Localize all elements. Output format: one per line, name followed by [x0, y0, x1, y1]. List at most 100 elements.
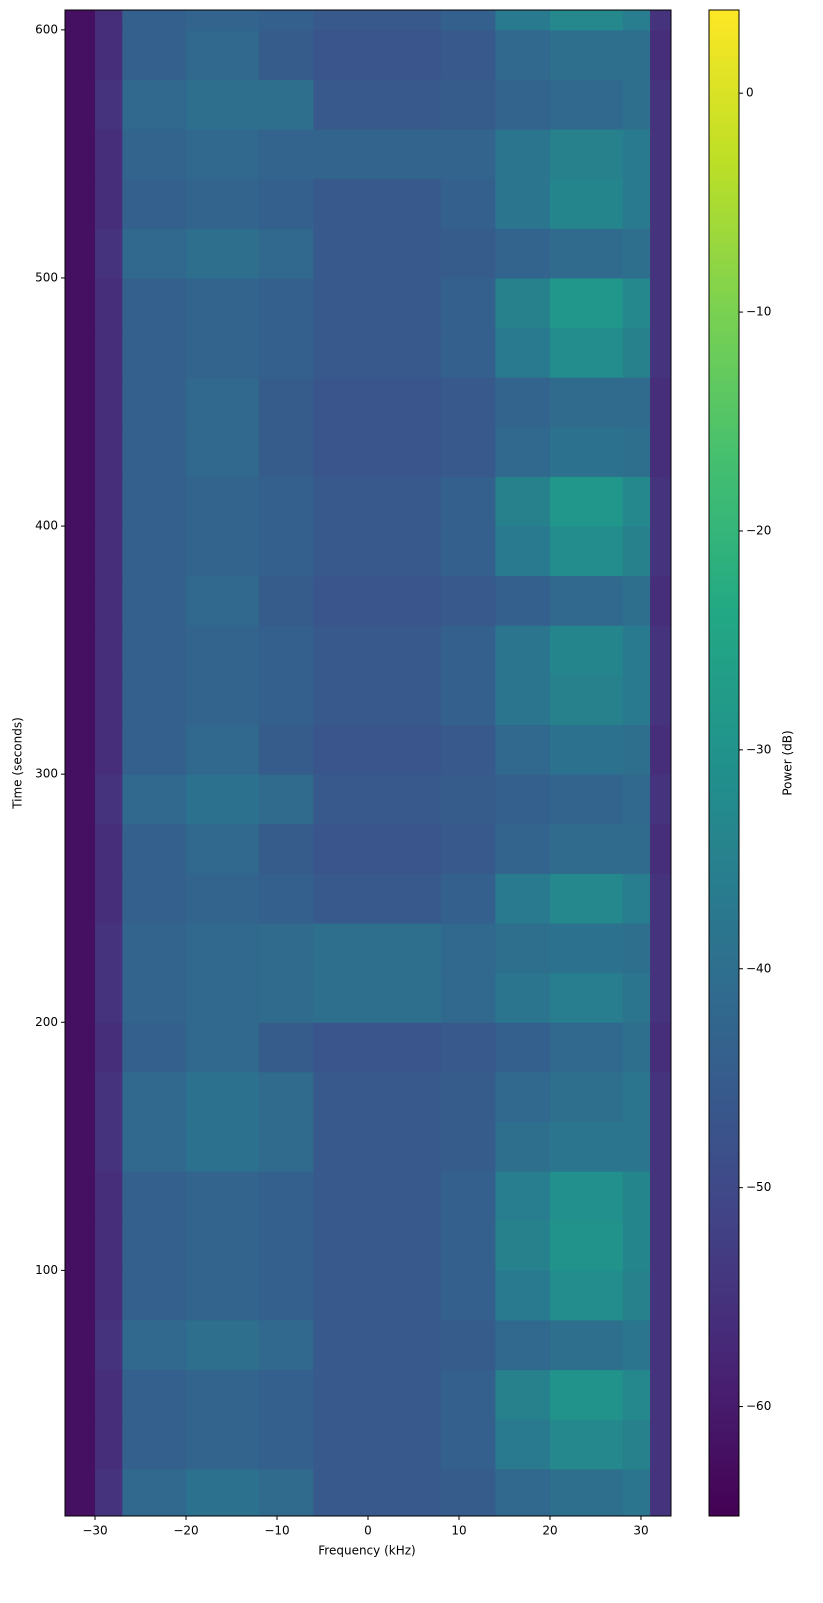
cell	[440, 1220, 496, 1271]
colorbar-tick-label: −50	[746, 1180, 771, 1194]
cell	[258, 1419, 314, 1470]
cell	[368, 377, 442, 428]
cell	[440, 1071, 496, 1123]
cell	[368, 972, 442, 1023]
cell	[440, 10, 496, 31]
cell	[622, 724, 651, 775]
cell	[122, 79, 187, 130]
cell	[650, 873, 672, 924]
cell	[495, 29, 551, 80]
cell	[650, 277, 672, 329]
colorbar-tick-label: 0	[746, 86, 754, 100]
cell	[65, 1270, 96, 1321]
cell	[95, 1071, 123, 1123]
cell	[650, 79, 672, 130]
cell	[650, 1468, 672, 1517]
cell	[65, 923, 96, 974]
cell	[258, 873, 314, 924]
cell	[122, 1071, 187, 1123]
cell	[495, 228, 551, 279]
cell	[495, 1319, 551, 1371]
cell	[122, 178, 187, 229]
cell	[650, 476, 672, 527]
cell	[122, 1419, 187, 1470]
cell	[549, 526, 624, 577]
y-tick-label: 500	[35, 270, 58, 284]
cell	[95, 1022, 123, 1073]
cell	[258, 377, 314, 428]
cell	[622, 129, 651, 180]
cell	[95, 923, 123, 974]
cell	[440, 1468, 496, 1517]
cell	[313, 873, 369, 924]
cell	[65, 1171, 96, 1222]
cell	[95, 823, 123, 874]
cell	[549, 923, 624, 974]
cell	[549, 426, 624, 477]
cell	[440, 625, 496, 676]
cell	[622, 526, 651, 577]
cell	[650, 129, 672, 180]
cell	[95, 29, 123, 80]
cell	[186, 674, 260, 726]
cell	[549, 625, 624, 676]
cell	[368, 1220, 442, 1271]
cell	[440, 79, 496, 130]
cell	[186, 426, 260, 477]
cell	[495, 625, 551, 676]
cell	[650, 823, 672, 874]
cell	[258, 426, 314, 477]
cell	[258, 178, 314, 229]
cell	[368, 774, 442, 825]
cell	[368, 29, 442, 80]
cell	[186, 1220, 260, 1271]
cell	[313, 29, 369, 80]
cell	[95, 476, 123, 527]
cell	[65, 1369, 96, 1420]
cell	[622, 426, 651, 477]
cell	[440, 377, 496, 428]
cell	[440, 1022, 496, 1073]
cell	[368, 277, 442, 329]
cell	[186, 1022, 260, 1073]
cell	[622, 1022, 651, 1073]
cell	[622, 327, 651, 378]
cell	[650, 923, 672, 974]
cell	[258, 1220, 314, 1271]
cell	[440, 526, 496, 577]
cell	[186, 873, 260, 924]
cell	[549, 228, 624, 279]
cell	[186, 377, 260, 428]
cell	[622, 774, 651, 825]
cell	[65, 873, 96, 924]
cell	[65, 327, 96, 378]
y-tick-label: 300	[35, 767, 58, 781]
cell	[186, 1419, 260, 1470]
cell	[622, 476, 651, 527]
cell	[368, 10, 442, 31]
cell	[258, 1369, 314, 1420]
cell	[549, 327, 624, 378]
cell	[122, 575, 187, 626]
cell	[313, 277, 369, 329]
y-tick-label: 100	[35, 1263, 58, 1277]
cell	[65, 526, 96, 577]
cell	[95, 228, 123, 279]
cell	[440, 823, 496, 874]
cell	[122, 1270, 187, 1321]
cell	[440, 873, 496, 924]
cell	[495, 178, 551, 229]
cell	[549, 1071, 624, 1123]
cell	[495, 972, 551, 1023]
cell	[186, 10, 260, 31]
cell	[258, 575, 314, 626]
cell	[258, 1171, 314, 1222]
cell	[440, 476, 496, 527]
cell	[122, 228, 187, 279]
cell	[65, 476, 96, 527]
cell	[258, 1071, 314, 1123]
cell	[258, 923, 314, 974]
cell	[95, 873, 123, 924]
